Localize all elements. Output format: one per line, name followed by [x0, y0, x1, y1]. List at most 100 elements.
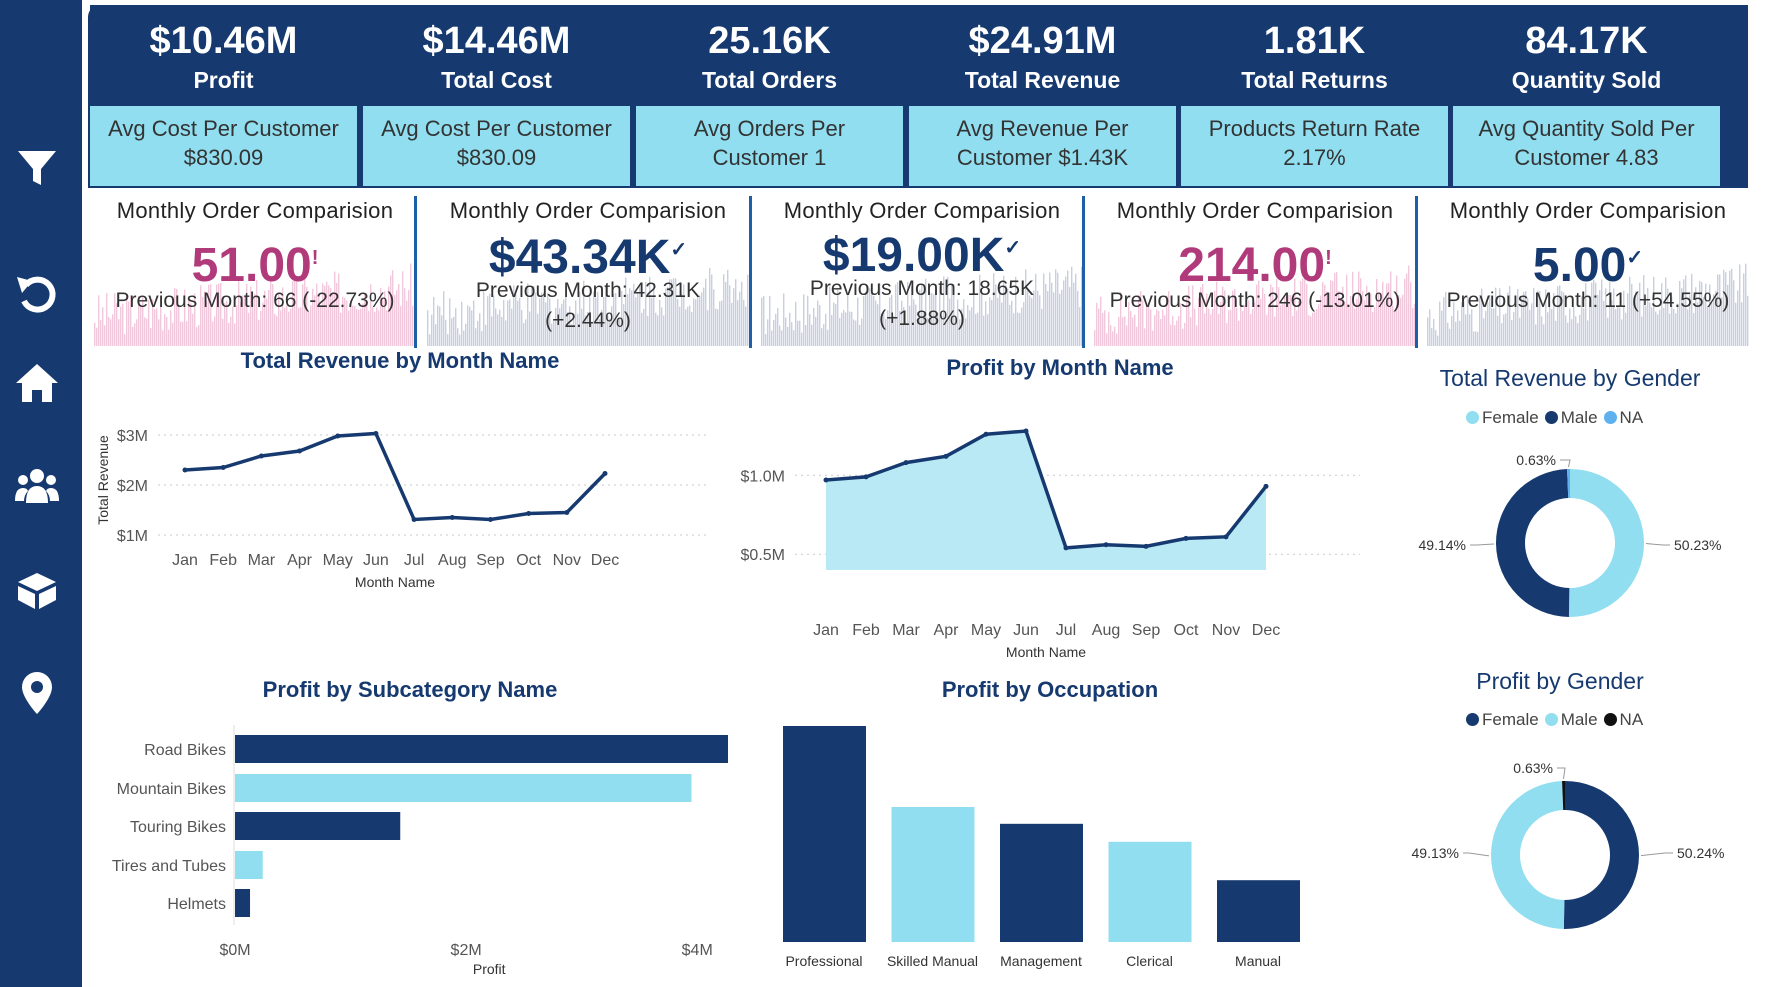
profit-by-month-chart[interactable]: $0.5M $1.0M Jan Feb Mar Apr May Jun Jul Aug Sep Oct…	[740, 385, 1380, 670]
x-tick-label: Mar	[248, 552, 276, 569]
x-tick-label: Jun	[1013, 622, 1039, 639]
kpi-card[interactable]: $24.91M Total Revenue Avg Revenue Per Custo…	[909, 5, 1176, 186]
legend-item[interactable]: Female	[1482, 408, 1539, 427]
x-axis-title: Month Name	[355, 574, 435, 590]
bar[interactable]	[1108, 841, 1192, 942]
bar[interactable]	[235, 735, 728, 763]
sparkline	[1094, 265, 1416, 346]
comparison-card[interactable]: Monthly Order Comparision 5.00✓ Previous M…	[1423, 194, 1753, 346]
y-tick-label: $0.5M	[741, 547, 785, 564]
data-point[interactable]	[1103, 542, 1109, 548]
x-tick-label: Jun	[363, 552, 389, 569]
data-point[interactable]	[297, 448, 303, 454]
legend-item[interactable]: Male	[1560, 710, 1598, 729]
data-point[interactable]	[220, 465, 226, 470]
leader-line	[1645, 543, 1670, 546]
bar[interactable]	[235, 851, 263, 879]
legend-item[interactable]: NA	[1619, 408, 1644, 427]
leader-line	[1557, 767, 1566, 780]
profit-by-gender-chart[interactable]: 50.24% 49.13% 0.63%	[1385, 740, 1755, 955]
checkmark-icon: ✓	[1004, 237, 1022, 259]
bar[interactable]	[235, 812, 401, 840]
previous-month-change: (+2.44%)	[545, 309, 631, 332]
comparison-value-text: 214.00	[1178, 239, 1326, 292]
data-point[interactable]	[449, 515, 455, 520]
bar[interactable]	[235, 774, 692, 802]
data-point[interactable]	[1183, 535, 1189, 541]
reset-button[interactable]	[9, 266, 65, 322]
data-point[interactable]	[943, 453, 949, 459]
profit-by-subcategory-chart[interactable]: Road Bikes Mountain Bikes Touring Bikes Tir…	[88, 715, 728, 985]
bar[interactable]	[783, 726, 866, 942]
revenue-by-gender-chart[interactable]: 50.23% 49.14% 0.63%	[1385, 440, 1755, 655]
x-tick-label: Nov	[553, 552, 581, 569]
kpi-sub-line: Avg Cost Per Customer	[108, 116, 339, 141]
data-point[interactable]	[373, 431, 379, 436]
bar[interactable]	[891, 807, 975, 942]
comparison-card[interactable]: Monthly Order Comparision $19.00K✓ Previou…	[757, 194, 1087, 346]
x-tick-label: Sep	[1132, 622, 1161, 639]
data-point[interactable]	[1223, 534, 1229, 540]
data-point[interactable]	[903, 460, 909, 466]
data-point[interactable]	[823, 477, 829, 483]
donut-slice[interactable]	[1496, 469, 1570, 617]
data-point[interactable]	[182, 467, 188, 473]
kpi-sub-line: Products Return Rate	[1208, 116, 1421, 141]
donut-slice[interactable]	[1567, 469, 1570, 499]
bar[interactable]	[235, 889, 251, 917]
kpi-label: Total Returns	[1241, 67, 1388, 93]
data-point[interactable]	[863, 474, 869, 480]
donut-slice[interactable]	[1562, 781, 1565, 811]
x-tick-label: Aug	[1092, 622, 1120, 639]
data-point[interactable]	[1063, 545, 1069, 551]
donut-slice[interactable]	[1563, 781, 1639, 929]
kpi-subtitle: Avg Cost Per Customer $830.09	[90, 106, 357, 186]
data-point[interactable]	[983, 431, 989, 437]
legend-item[interactable]: Male	[1560, 408, 1598, 427]
donut-slice[interactable]	[1568, 469, 1644, 617]
legend-item[interactable]: Female	[1482, 710, 1539, 729]
location-button[interactable]	[9, 665, 65, 721]
data-point[interactable]	[564, 510, 570, 515]
revenue-by-gender-title: Total Revenue by Gender	[1439, 365, 1701, 391]
y-tick-label: Tires and Tubes	[112, 858, 226, 875]
data-point[interactable]	[602, 471, 608, 476]
legend-item[interactable]: NA	[1619, 710, 1644, 729]
donut-slice[interactable]	[1490, 781, 1565, 929]
data-point[interactable]	[258, 453, 264, 459]
data-point[interactable]	[411, 517, 417, 522]
kpi-card[interactable]: 84.17K Quantity Sold Avg Quantity Sold Per…	[1453, 5, 1720, 186]
comparison-title: Monthly Order Comparision	[1449, 198, 1727, 223]
kpi-label: Profit	[193, 67, 254, 93]
bar[interactable]	[1000, 823, 1083, 942]
comparison-card[interactable]: Monthly Order Comparision 214.00! Previous…	[1090, 194, 1420, 346]
data-point[interactable]	[1263, 483, 1269, 489]
data-point[interactable]	[526, 511, 532, 516]
x-tick-label: Jul	[404, 552, 424, 569]
kpi-subtitle: Avg Orders Per Customer 1	[636, 106, 903, 186]
products-button[interactable]	[9, 562, 65, 618]
bar[interactable]	[1217, 880, 1300, 942]
divider	[749, 196, 752, 348]
data-point[interactable]	[1143, 543, 1149, 549]
comparison-card[interactable]: Monthly Order Comparision $43.34K✓ Previou…	[423, 194, 753, 346]
previous-month-change: (+1.88%)	[879, 307, 965, 330]
filter-button[interactable]	[9, 140, 65, 196]
home-button[interactable]	[9, 355, 65, 411]
kpi-card[interactable]: 25.16K Total Orders Avg Orders Per Customer…	[636, 5, 903, 186]
customers-icon	[15, 469, 59, 503]
x-tick-label: Feb	[852, 622, 880, 639]
data-point[interactable]	[1023, 428, 1029, 434]
kpi-card[interactable]: $10.46M Profit Avg Cost Per Customer $830.0…	[90, 5, 357, 186]
kpi-card[interactable]: 1.81K Total Returns Products Return Rate 2.…	[1181, 5, 1448, 186]
customers-button[interactable]	[9, 458, 65, 514]
x-tick-label: Mar	[892, 622, 920, 639]
kpi-card[interactable]: $14.46M Total Cost Avg Cost Per Customer $8…	[363, 5, 630, 186]
revenue-by-month-chart[interactable]: $1M $2M $3M Jan Feb Mar Apr May Jun Jul Aug Sep Oct N…	[88, 380, 728, 665]
profit-by-occupation-chart[interactable]: Professional Skilled Manual Management Cler…	[760, 710, 1320, 985]
data-point[interactable]	[487, 517, 493, 522]
area-fill	[826, 431, 1266, 570]
comparison-card[interactable]: Monthly Order Comparision 51.00! Previous …	[90, 194, 420, 346]
data-point[interactable]	[335, 433, 341, 439]
slice-label: 49.13%	[1412, 845, 1459, 861]
